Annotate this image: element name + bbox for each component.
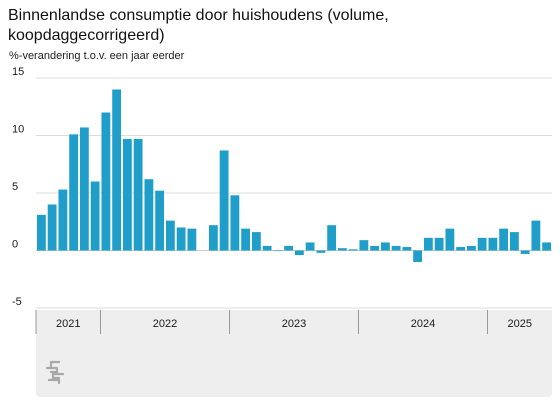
bar [187,228,197,251]
y-tick-label: 5 [12,181,18,193]
bar [499,228,509,251]
bar [423,237,433,251]
bar [477,237,487,251]
chart-subtitle: %-verandering t.o.v. een jaar eerder [9,50,185,62]
bar [348,249,358,251]
bar [359,240,369,251]
bar [456,247,466,251]
bar [520,250,530,254]
bar [488,237,498,251]
bar [413,250,423,262]
x-tick-label-year: 2021 [56,318,80,330]
bar [79,127,89,251]
bar [241,228,251,251]
bar [112,89,122,251]
chart-title: Binnenlandse consumptie door huishoudens… [8,7,389,44]
bar [36,214,46,251]
bar [155,190,165,251]
bar [316,250,326,253]
bar [402,247,412,251]
bar [90,181,100,251]
bar [165,220,175,251]
bar [542,242,552,251]
bar [327,225,337,251]
x-tick-label-year: 2024 [411,318,435,330]
bar [466,245,476,251]
bar [284,245,294,251]
bar [273,250,283,252]
bar [531,220,541,251]
bar [208,225,218,251]
bar [230,195,240,251]
bar [305,242,315,251]
y-tick-label: 10 [12,124,24,136]
bar [294,250,304,256]
x-tick-label-year: 2022 [153,318,177,330]
bar [391,245,401,251]
x-tick-label-year: 2025 [508,318,532,330]
y-tick-label: 0 [12,239,18,251]
bar [251,232,261,251]
x-axis-band [36,310,552,334]
bar [380,242,390,251]
bar [509,232,519,251]
bar [144,179,154,251]
bar [445,228,455,251]
bar [337,248,347,251]
bar [101,112,111,251]
bar [370,245,380,251]
bar [176,227,186,251]
bar [58,189,68,251]
bar [262,245,272,251]
bar [133,138,143,251]
cbs-logo-icon [45,360,65,385]
bar [122,138,132,251]
bar [434,237,444,251]
y-tick-label: 15 [12,66,24,78]
bar [69,134,79,251]
bar [219,150,229,251]
x-tick-label-year: 2023 [282,318,306,330]
y-tick-label: -5 [12,296,22,308]
bar [47,204,57,251]
footer-band [36,334,552,397]
